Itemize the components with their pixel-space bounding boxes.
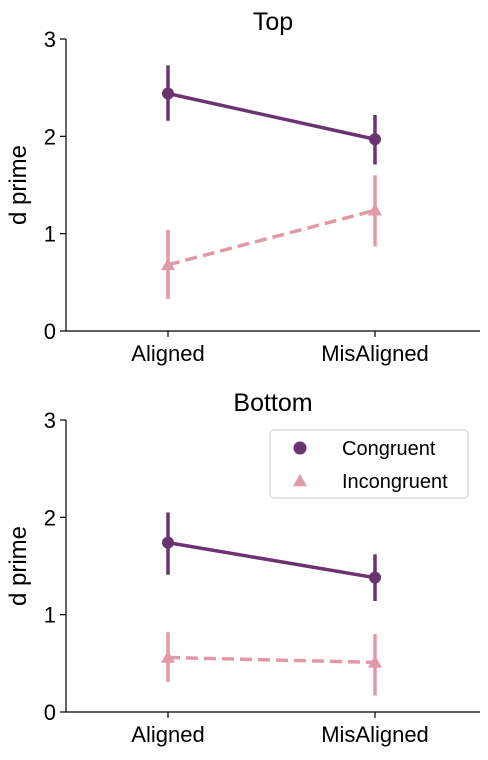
series-line-incongruent: [167, 655, 376, 665]
data-point-congruent: [162, 536, 174, 549]
data-point-incongruent: [368, 203, 382, 216]
y-axis-label: d prime: [5, 145, 32, 225]
x-tick-label: MisAligned: [321, 341, 429, 366]
data-point-incongruent: [368, 655, 382, 668]
series-line-congruent: [167, 540, 376, 580]
x-tick-label: MisAligned: [321, 722, 429, 747]
legend-marker-congruent: [293, 441, 307, 455]
series-line-incongruent: [167, 208, 376, 267]
x-tick-label: Aligned: [131, 341, 204, 366]
data-point-congruent: [369, 133, 381, 146]
legend-label-incongruent: Incongruent: [342, 471, 448, 493]
data-point-congruent: [369, 571, 381, 584]
legend-label-congruent: Congruent: [342, 438, 436, 460]
chart-title: Bottom: [233, 389, 312, 417]
y-axis-label: d prime: [5, 526, 32, 606]
y-tick-label: 3: [44, 408, 56, 433]
series-line-congruent: [167, 91, 376, 141]
y-tick-label: 0: [44, 319, 56, 344]
chart-title: Top: [253, 8, 293, 36]
y-tick-label: 3: [44, 27, 56, 52]
x-tick-label: Aligned: [131, 722, 204, 747]
legend-marker-incongruent: [293, 474, 307, 487]
y-tick-label: 1: [44, 222, 56, 247]
y-tick-label: 2: [44, 505, 56, 530]
y-tick-label: 1: [44, 603, 56, 628]
data-point-incongruent: [161, 257, 175, 271]
legend-box: [269, 429, 469, 499]
y-tick-label: 2: [44, 124, 56, 149]
y-tick-label: 0: [44, 700, 56, 725]
data-point-incongruent: [161, 650, 175, 663]
data-point-congruent: [162, 87, 174, 100]
